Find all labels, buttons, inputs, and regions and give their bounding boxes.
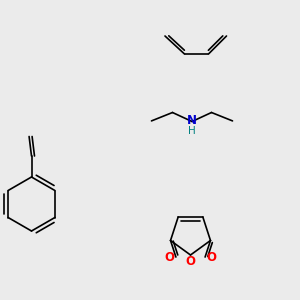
Text: O: O bbox=[185, 255, 196, 268]
Text: H: H bbox=[188, 125, 196, 136]
Text: O: O bbox=[207, 250, 217, 263]
Text: O: O bbox=[164, 250, 174, 263]
Text: N: N bbox=[187, 114, 197, 127]
